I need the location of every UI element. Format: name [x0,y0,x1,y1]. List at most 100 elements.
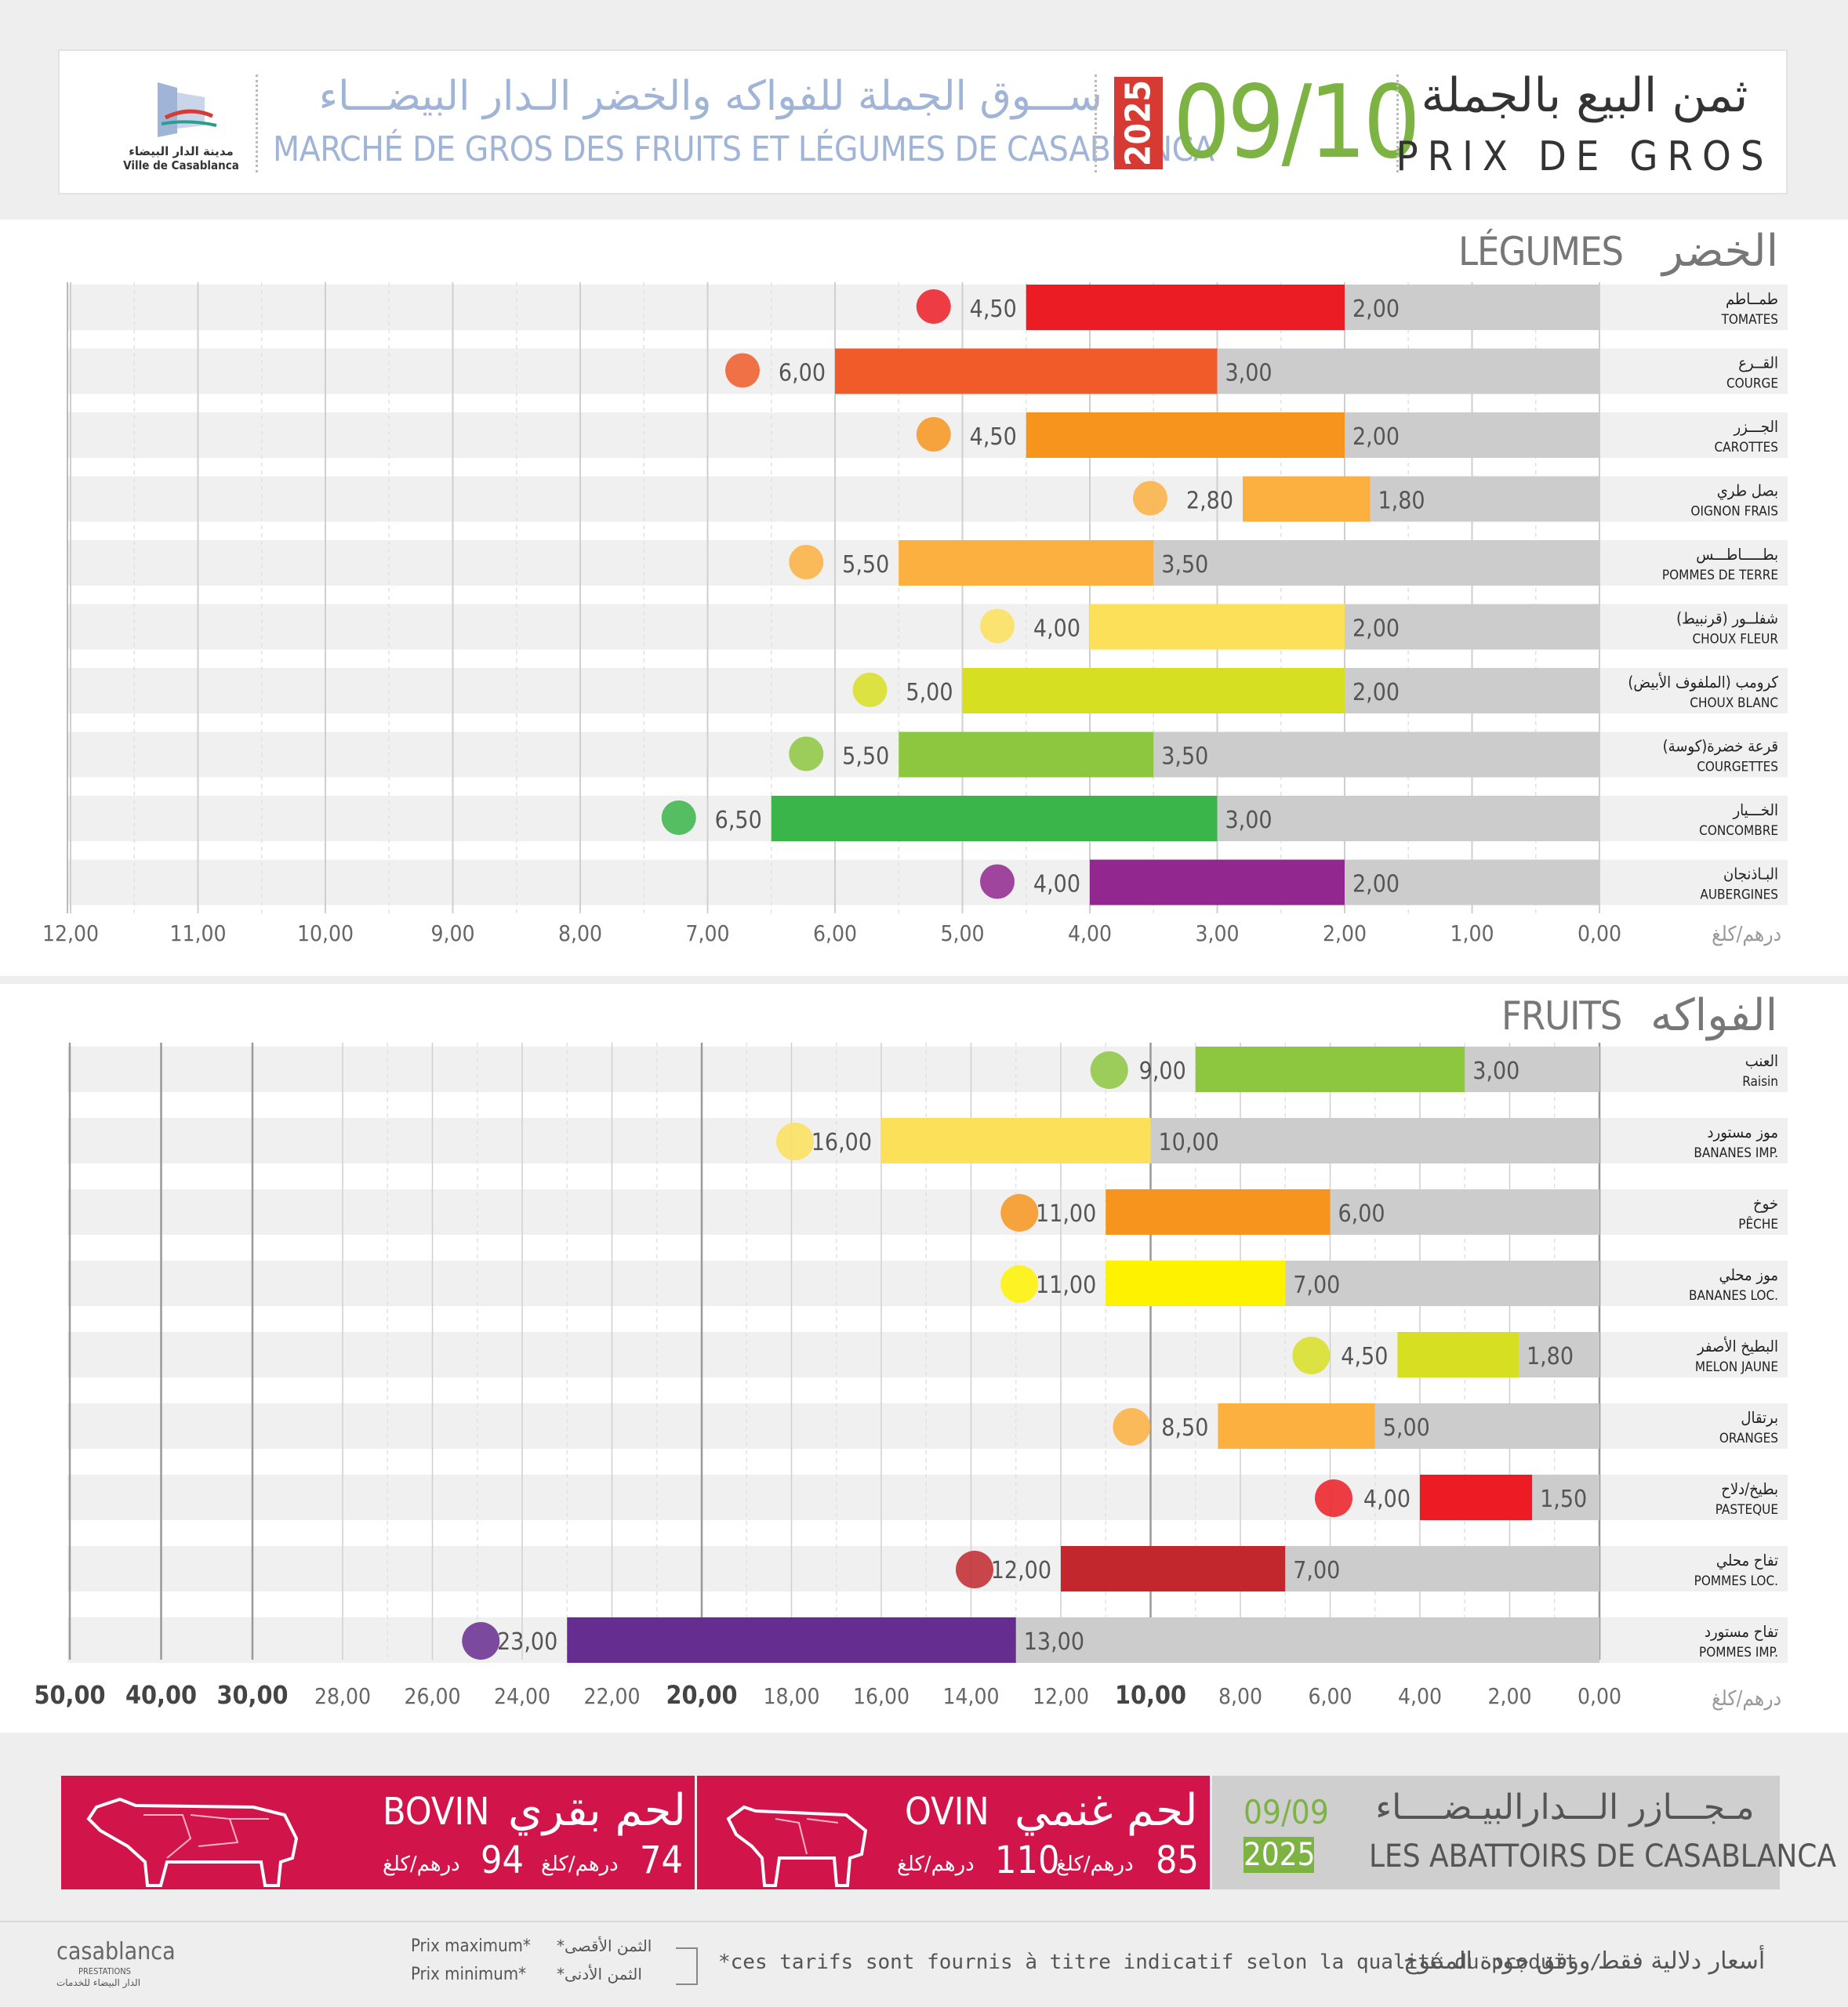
city-logo-icon [158,82,217,137]
label-max: 4,00 [1033,871,1080,898]
bar-min [1345,668,1599,713]
label-min: 10,00 [1159,1129,1219,1156]
label-max: 6,50 [715,807,762,834]
label-min: 3,50 [1161,551,1208,579]
label-min: 6,00 [1338,1200,1385,1228]
logo-text-fr: Ville de Casablanca [123,158,239,172]
bar-max [1090,859,1345,906]
produce-icon [1315,1479,1352,1517]
cow-icon [86,1797,299,1887]
label-min: 3,50 [1161,743,1208,771]
date-text: 09/10 [1173,64,1421,181]
label-min: 3,00 [1472,1058,1519,1085]
category-ar: بصل طري [1717,481,1778,501]
abattoir-title-fr: LES ABATTOIRS DE CASABLANCA [1369,1838,1837,1875]
vegetables-title-ar: الخضر [1662,226,1779,277]
label-max: 4,00 [1363,1486,1411,1513]
market-title-ar: ســـوق الجملة للفواكه والخضر الـدار البي… [318,73,1102,120]
category-fr: POMMES LOC. [1694,1573,1778,1589]
produce-icon [725,353,760,388]
prix-title-fr: PRIX DE GROS [1396,133,1774,180]
x-tick: 12,00 [1033,1683,1089,1709]
category-fr: AUBERGINES [1700,887,1778,903]
category-ar: العنب [1745,1051,1778,1070]
fruits-title-fr: FRUITS [1501,993,1622,1039]
logo-text-ar: مدينة الدار البيضاء [129,144,234,158]
bar-min [1150,1118,1599,1163]
category-fr: PÊCHE [1738,1215,1778,1232]
legend-max-ar: *الثمن الأقصى [557,1936,652,1955]
bovin-title-fr: BOVIN [383,1790,490,1834]
produce-icon [852,673,888,707]
label-min: 2,00 [1352,871,1400,898]
x-tick: 30,00 [216,1680,288,1710]
label-max: 2,80 [1186,488,1233,515]
category-fr: COURGE [1726,376,1778,392]
bar-min [1217,348,1599,394]
legend-min-fr: Prix minimum* [411,1965,527,1984]
label-min: 7,00 [1293,1557,1340,1584]
category-ar: بطـــــاطـــس [1696,545,1778,564]
bar-max [1218,1403,1375,1449]
produce-icon [1133,481,1167,516]
bar-max [962,668,1345,713]
bar-max [1243,476,1371,522]
produce-icon [916,417,951,452]
x-tick: 16,00 [853,1683,909,1709]
ovin-panel: OVIN لحم غنمي درهم/كلغ 110 درهم/كلغ 85 [697,1776,1210,1889]
footer-divider [0,1921,1848,1922]
category-fr: CHOUX FLEUR [1692,632,1778,648]
sheep-icon [726,1805,868,1887]
label-max: 5,50 [842,551,889,579]
category-ar: كرومب (الملفوف الأبيض) [1628,673,1778,691]
label-min: 1,50 [1540,1486,1587,1513]
produce-icon [1000,1265,1039,1303]
disclaimer-ar: أسعار دلالية فقط ووفق جودة المنتوج [1403,1947,1766,1975]
x-tick: 7,00 [685,920,729,946]
bar-min [1153,540,1599,586]
footer-brand-sub-ar: الدار البيضاء للخدمات [56,1977,141,1988]
bovin-price-min: 74 [640,1838,683,1882]
x-tick: 0,00 [1578,1683,1621,1709]
category-fr: COURGETTES [1697,760,1778,775]
category-fr: PASTEQUE [1715,1502,1778,1518]
label-min: 1,80 [1378,488,1425,515]
produce-icon [1090,1051,1128,1089]
bar-max [1397,1332,1519,1377]
x-tick: 5,00 [940,920,984,946]
produce-icon [1000,1194,1039,1232]
ovin-title-ar: لحم غنمي [1015,1785,1198,1836]
x-tick: 28,00 [314,1683,371,1709]
x-tick: 50,00 [34,1680,105,1710]
bar-max [1061,1546,1286,1591]
produce-icon [1292,1337,1331,1374]
bar-max [1106,1261,1286,1306]
ovin-price-max: 110 [995,1838,1060,1882]
category-fr: POMMES IMP. [1699,1645,1778,1660]
label-max: 5,00 [906,679,953,706]
bar-min [1374,1403,1599,1449]
label-max: 11,00 [1036,1200,1096,1228]
category-ar: الجـــزر [1733,417,1778,436]
label-max: 23,00 [497,1628,557,1656]
x-tick: 22,00 [583,1683,640,1709]
legend-min-ar: *الثمن الأدنى [557,1965,642,1983]
bar-min [1532,1475,1599,1520]
bar-max [1026,412,1345,458]
bovin-unit-min: درهم/كلغ [541,1853,619,1876]
produce-icon [1113,1408,1151,1446]
prix-title-ar: ثمن البيع بالجملة [1421,68,1748,123]
produce-icon [980,608,1015,644]
bar-min [1153,731,1599,778]
legend-bracket [676,1947,698,1985]
produce-icon [789,736,824,771]
x-tick: 0,00 [1578,920,1621,946]
category-fr: TOMATES [1721,312,1778,328]
x-tick: 12,00 [42,920,99,946]
x-tick: 6,00 [813,920,857,946]
x-tick: 8,00 [1218,1683,1262,1709]
ovin-unit-max: درهم/كلغ [897,1853,975,1876]
footer-brand: casablanca [56,1938,176,1965]
label-max: 5,50 [842,743,889,771]
x-tick: 20,00 [666,1680,737,1710]
